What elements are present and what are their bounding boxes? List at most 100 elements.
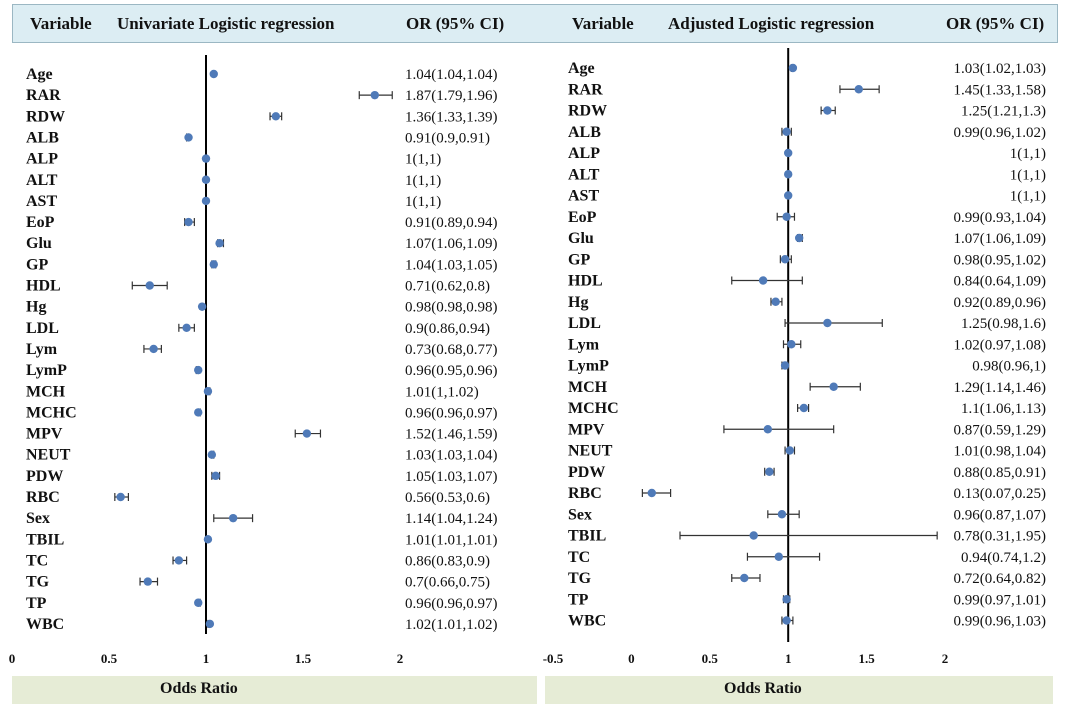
adjusted-or-point — [854, 85, 863, 94]
univariate-or-value: 1.03(1.03,1.04) — [405, 448, 498, 464]
univariate-or-point — [197, 302, 207, 311]
adjusted-or-point — [777, 510, 787, 519]
univariate-variable-label: MCH — [26, 383, 66, 400]
adjusted-or-value: 0.88(0.85,0.91) — [954, 465, 1047, 481]
adjusted-variable-label: GP — [568, 251, 590, 268]
univariate-variable-label: AST — [26, 193, 57, 210]
univariate-or-point — [201, 196, 211, 206]
univariate-variable-label: LDL — [26, 320, 59, 337]
adjusted-tick-label: 0 — [628, 651, 635, 666]
univariate-or-value: 1.87(1.79,1.96) — [405, 88, 498, 104]
univariate-or-value: 0.96(0.95,0.96) — [405, 363, 498, 379]
adjusted-variable-label: Glu — [568, 230, 594, 247]
univariate-variable-label: EoP — [26, 214, 55, 231]
adjusted-or-point — [763, 425, 773, 434]
univariate-or-value: 0.9(0.86,0.94) — [405, 321, 490, 337]
univariate-or-point — [194, 408, 203, 417]
adjusted-or-value: 1(1,1) — [1010, 189, 1046, 205]
univariate-or-value: 1(1,1) — [405, 173, 441, 189]
univariate-variable-label: RDW — [26, 108, 65, 125]
header-band — [12, 4, 1058, 43]
univariate-or-value: 0.96(0.96,0.97) — [405, 596, 498, 612]
univariate-variable-label: HDL — [26, 278, 61, 295]
univariate-variable-label: MPV — [26, 426, 63, 443]
univariate-or-point — [302, 429, 312, 438]
univariate-variable-label: ALT — [26, 172, 58, 189]
adjusted-variable-label: ALP — [568, 145, 600, 162]
adjusted-or-value: 1.01(0.98,1.04) — [954, 444, 1047, 460]
adjusted-or-point — [771, 297, 780, 306]
right-variable-header: Variable — [572, 14, 634, 33]
adjusted-or-point — [784, 148, 793, 158]
adjusted-or-value: 0.13(0.07,0.25) — [954, 486, 1047, 502]
univariate-or-value: 0.98(0.98,0.98) — [405, 300, 498, 316]
univariate-or-value: 1.05(1.03,1.07) — [405, 469, 498, 485]
univariate-or-point — [207, 450, 217, 459]
univariate-or-point — [209, 69, 218, 79]
adjusted-variable-label: Age — [568, 60, 595, 77]
adjusted-or-point — [749, 531, 758, 540]
univariate-or-value: 0.91(0.89,0.94) — [405, 215, 498, 231]
adjusted-or-value: 1.02(0.97,1.08) — [954, 337, 1047, 353]
adjusted-variable-label: TC — [568, 549, 590, 566]
adjusted-or-point — [799, 403, 809, 413]
left-x-axis-title: Odds Ratio — [160, 680, 238, 697]
univariate-tick-label: 1.5 — [295, 651, 312, 666]
adjusted-or-point — [788, 63, 798, 73]
adjusted-or-value: 0.72(0.64,0.82) — [954, 571, 1047, 587]
univariate-variable-label: ALP — [26, 151, 58, 168]
univariate-or-value: 1.02(1.01,1.02) — [405, 617, 498, 633]
adjusted-or-value: 1.25(0.98,1.6) — [961, 316, 1046, 332]
adjusted-or-point — [782, 127, 791, 136]
adjusted-variable-label: RBC — [568, 485, 602, 502]
adjusted-or-value: 0.96(0.87,1.07) — [954, 507, 1047, 523]
univariate-or-value: 1.52(1.46,1.59) — [405, 427, 498, 443]
adjusted-variable-label: RAR — [568, 81, 603, 98]
adjusted-or-point — [784, 170, 793, 179]
adjusted-tick-label: 1.5 — [858, 651, 875, 666]
univariate-variable-label: MCHC — [26, 404, 77, 421]
univariate-variable-label: Sex — [26, 510, 50, 527]
univariate-variable-label: WBC — [26, 616, 64, 633]
univariate-or-point — [370, 90, 379, 100]
univariate-or-value: 1.14(1.04,1.24) — [405, 511, 498, 527]
univariate-or-value: 0.96(0.96,0.97) — [405, 405, 498, 421]
adjusted-or-point — [774, 552, 783, 561]
univariate-or-point — [201, 154, 211, 163]
adjusted-variable-label: Hg — [568, 294, 588, 311]
univariate-or-point — [203, 387, 213, 396]
univariate-or-value: 1.07(1.06,1.09) — [405, 236, 498, 252]
univariate-or-value: 1.04(1.03,1.05) — [405, 257, 498, 273]
univariate-variable-label: LymP — [26, 362, 67, 379]
univariate-or-point — [116, 492, 125, 502]
adjusted-or-point — [782, 595, 791, 604]
univariate-or-point — [211, 471, 220, 481]
univariate-or-point — [209, 260, 218, 269]
univariate-or-value: 1.01(1,1.02) — [405, 384, 479, 400]
univariate-variable-label: PDW — [26, 468, 63, 485]
adjusted-or-value: 0.78(0.31,1.95) — [954, 529, 1047, 545]
univariate-or-point — [174, 556, 184, 565]
univariate-tick-label: 2 — [397, 651, 404, 666]
univariate-or-value: 1(1,1) — [405, 152, 441, 168]
univariate-or-value: 0.7(0.66,0.75) — [405, 575, 490, 591]
adjusted-or-value: 1.25(1.21,1.3) — [961, 104, 1046, 120]
univariate-variable-label: GP — [26, 256, 48, 273]
univariate-or-point — [215, 239, 224, 248]
univariate-or-point — [184, 133, 193, 142]
adjusted-or-value: 0.99(0.93,1.04) — [954, 210, 1047, 226]
univariate-variable-label: NEUT — [26, 447, 71, 464]
univariate-or-value: 0.86(0.83,0.9) — [405, 553, 490, 569]
adjusted-variable-label: WBC — [568, 613, 606, 630]
univariate-variable-label: RBC — [26, 489, 60, 506]
univariate-or-value: 1.36(1.33,1.39) — [405, 109, 498, 125]
adjusted-or-point — [823, 318, 832, 328]
adjusted-or-value: 0.87(0.59,1.29) — [954, 422, 1047, 438]
adjusted-or-value: 0.99(0.96,1.03) — [954, 614, 1047, 630]
adjusted-or-point — [780, 255, 790, 264]
univariate-or-value: 0.56(0.53,0.6) — [405, 490, 490, 506]
univariate-or-value: 1.04(1.04,1.04) — [405, 67, 498, 83]
univariate-or-point — [182, 323, 191, 332]
adjusted-or-value: 1.29(1.14,1.46) — [954, 380, 1047, 396]
adjusted-variable-label: RDW — [568, 103, 607, 120]
